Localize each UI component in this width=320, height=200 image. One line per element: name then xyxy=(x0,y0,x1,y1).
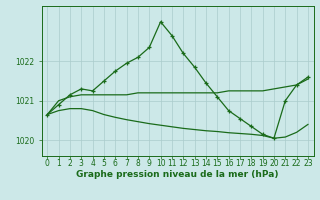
X-axis label: Graphe pression niveau de la mer (hPa): Graphe pression niveau de la mer (hPa) xyxy=(76,170,279,179)
